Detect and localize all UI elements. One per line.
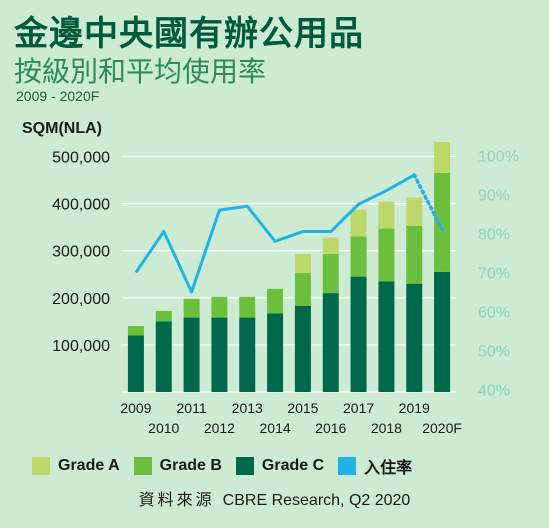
x-tick-label: 2013	[232, 400, 263, 416]
bar-grade-a-2015	[294, 253, 311, 273]
bar-grade-c-2017	[350, 276, 367, 392]
legend-item-grade-c: Grade C	[235, 457, 325, 475]
bar-grade-c-2010	[155, 321, 172, 392]
x-tick-label: 2009	[120, 400, 151, 416]
bar-grade-c-2018	[378, 281, 395, 392]
x-tick-label: 2012	[204, 420, 235, 436]
legend-swatch-grade-c	[235, 457, 254, 475]
y-tick-label: 200,000	[52, 291, 110, 308]
y-tick-label: 500,000	[52, 150, 110, 167]
y2-tick-label: 60%	[478, 305, 510, 322]
bar-grade-b-2019	[406, 225, 423, 284]
y2-tick-label: 40%	[478, 383, 510, 400]
bar-grade-a-2017	[350, 209, 367, 237]
occupancy-line	[134, 173, 444, 294]
x-tick-label: 2014	[260, 420, 291, 436]
legend-label-grade-c: Grade C	[261, 457, 325, 474]
bar-grade-c-2016	[322, 293, 339, 392]
date-range: 2009 - 2020F	[16, 88, 100, 104]
bar-grade-c-2013	[239, 317, 256, 392]
bar-grade-b-2020f	[434, 172, 451, 272]
bar-grade-c-2020f	[434, 271, 451, 392]
x-tick-label: 2019	[399, 400, 430, 416]
y-tick-label: 300,000	[52, 244, 110, 261]
y2-tick-label: 100%	[478, 149, 519, 166]
legend-item-grade-a: Grade A	[32, 457, 120, 475]
bar-grade-b-2013	[239, 296, 256, 318]
bar-grade-a-2020f	[434, 141, 451, 173]
bar-grade-c-2009	[127, 335, 144, 392]
y2-tick-label: 50%	[478, 344, 510, 361]
bar-grade-c-2015	[294, 305, 311, 392]
bar-grade-b-2011	[183, 298, 200, 318]
bar-grade-b-2010	[155, 310, 172, 322]
bars	[127, 141, 451, 392]
bar-grade-a-2019	[406, 197, 423, 226]
legend: Grade A Grade B Grade C 入住率	[32, 454, 412, 478]
bar-grade-b-2014	[267, 288, 284, 314]
right-axis-ticks: 40% 50% 60% 70% 80% 90% 100%	[478, 149, 519, 400]
y-tick-label: 400,000	[52, 197, 110, 214]
gridlines	[122, 155, 456, 393]
occupancy-line-forecast	[412, 173, 444, 232]
y-axis-label: SQM(NLA)	[22, 120, 102, 137]
x-tick-label: 2017	[343, 400, 374, 416]
source-label: 資料來源	[138, 490, 215, 509]
bar-grade-a-2018	[378, 201, 395, 229]
bar-grade-c-2011	[183, 317, 200, 392]
bar-grade-b-2012	[211, 296, 228, 318]
source-text: CBRE Research, Q2 2020	[222, 492, 411, 509]
left-axis-ticks: 100,000 200,000 300,000 400,000 500,000	[52, 150, 110, 355]
legend-item-occupancy: 入住率	[338, 454, 412, 478]
bar-grade-c-2019	[406, 283, 423, 392]
x-tick-label: 2020F	[422, 420, 462, 436]
chart-subtitle: 按級別和平均使用率	[14, 55, 267, 88]
source-note: 資料來源 CBRE Research, Q2 2020	[0, 486, 549, 510]
x-tick-label: 2011	[177, 400, 207, 416]
y2-tick-label: 90%	[478, 188, 510, 205]
bar-grade-c-2012	[211, 317, 228, 392]
y2-tick-label: 70%	[478, 266, 510, 283]
x-axis-ticks: 2009 2010 2011 2012 2013 2014 2015 2016 2017 2018…	[120, 400, 462, 436]
y2-tick-label: 80%	[478, 227, 510, 244]
legend-label-occupancy: 入住率	[364, 460, 413, 477]
legend-swatch-grade-a	[32, 457, 50, 475]
x-tick-label: 2010	[148, 420, 179, 436]
bar-grade-b-2017	[350, 236, 367, 277]
bar-grade-c-2014	[267, 313, 284, 392]
x-tick-label: 2016	[315, 420, 346, 436]
legend-label-grade-a: Grade A	[58, 457, 120, 474]
x-tick-label: 2015	[287, 400, 318, 416]
chart-title: 金邊中央國有辦公用品	[14, 14, 364, 54]
bar-grade-b-2018	[378, 228, 395, 282]
bar-grade-b-2015	[294, 272, 311, 306]
legend-item-grade-b: Grade B	[133, 457, 222, 475]
legend-swatch-grade-b	[133, 457, 152, 475]
bar-grade-b-2016	[322, 253, 339, 294]
legend-label-grade-b: Grade B	[159, 457, 222, 474]
bar-grade-b-2009	[127, 326, 144, 336]
y-tick-label: 100,000	[52, 338, 110, 355]
bar-grade-a-2016	[322, 237, 339, 254]
occupancy-line-actual	[134, 173, 415, 294]
legend-swatch-occupancy	[338, 457, 357, 475]
x-tick-label: 2018	[371, 420, 402, 436]
